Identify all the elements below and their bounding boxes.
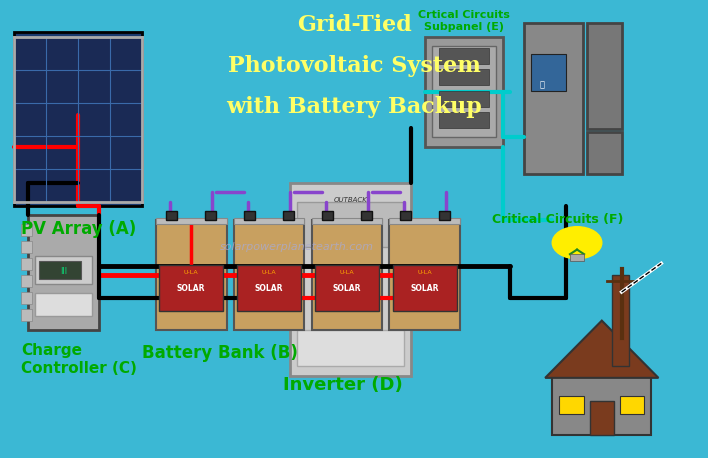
Bar	[21, 292, 32, 304]
Bar	[587, 132, 622, 174]
Bar	[21, 224, 32, 236]
Polygon shape	[545, 321, 658, 378]
Text: U-LA: U-LA	[340, 270, 354, 275]
Bar	[14, 37, 142, 202]
Bar	[570, 254, 584, 261]
Bar	[156, 218, 227, 224]
Circle shape	[552, 227, 602, 259]
Text: Crtical Circuits
Subpanel (E): Crtical Circuits Subpanel (E)	[418, 11, 510, 32]
Bar	[439, 69, 489, 85]
Bar	[587, 23, 622, 129]
Bar	[205, 211, 216, 220]
Bar	[312, 218, 382, 224]
Bar	[524, 23, 583, 174]
Text: |||: |||	[60, 267, 67, 274]
Bar	[361, 211, 372, 220]
Bar	[425, 37, 503, 147]
Bar	[439, 91, 489, 107]
Text: with Battery Backup: with Battery Backup	[226, 96, 482, 118]
Bar	[400, 211, 411, 220]
Text: U-LA: U-LA	[262, 270, 276, 275]
Bar	[244, 211, 255, 220]
Text: SOLAR: SOLAR	[411, 284, 439, 293]
Bar	[393, 265, 457, 311]
Text: SOLAR: SOLAR	[255, 284, 283, 293]
Text: Charge
Controller (C): Charge Controller (C)	[21, 344, 137, 376]
Bar	[28, 215, 99, 330]
Bar	[432, 46, 496, 137]
Text: Inverter (D): Inverter (D)	[283, 376, 403, 393]
Bar	[322, 211, 333, 220]
Bar	[237, 265, 301, 311]
Text: Battery Bank (B): Battery Bank (B)	[142, 344, 297, 361]
Bar	[234, 218, 304, 224]
Text: SOLAR: SOLAR	[333, 284, 361, 293]
Bar	[315, 265, 379, 311]
Bar	[290, 183, 411, 376]
Bar	[234, 220, 304, 330]
Text: 📺: 📺	[539, 80, 544, 89]
Bar	[297, 202, 404, 247]
Bar	[439, 48, 489, 64]
Bar	[612, 275, 629, 366]
Bar	[531, 55, 566, 91]
Text: PV Array (A): PV Array (A)	[21, 220, 137, 238]
Text: Critical Circuits (F): Critical Circuits (F)	[491, 213, 623, 226]
Bar	[35, 256, 92, 284]
Bar	[159, 265, 223, 311]
Bar	[21, 275, 32, 287]
Bar	[389, 220, 460, 330]
Bar	[39, 261, 81, 279]
Text: U-LA: U-LA	[418, 270, 432, 275]
Bar	[156, 220, 227, 330]
Bar	[590, 401, 614, 435]
Bar	[297, 330, 404, 366]
Bar	[312, 220, 382, 330]
Bar	[166, 211, 177, 220]
Bar	[559, 396, 584, 414]
Bar	[14, 32, 142, 206]
Text: U-LA: U-LA	[184, 270, 198, 275]
Bar	[439, 112, 489, 128]
Bar	[21, 241, 32, 253]
Bar	[21, 258, 32, 270]
Bar	[35, 293, 92, 316]
Text: Grid-Tied: Grid-Tied	[297, 14, 411, 36]
Bar	[283, 211, 294, 220]
Bar	[439, 211, 450, 220]
Text: Photovoltaic System: Photovoltaic System	[227, 55, 481, 77]
Bar	[389, 218, 460, 224]
Bar	[620, 396, 644, 414]
Bar	[552, 372, 651, 435]
Text: solarpowerplanetearth.com: solarpowerplanetearth.com	[220, 242, 375, 252]
Text: OUTBACK: OUTBACK	[333, 197, 367, 203]
Text: SOLAR: SOLAR	[177, 284, 205, 293]
Bar	[21, 309, 32, 321]
